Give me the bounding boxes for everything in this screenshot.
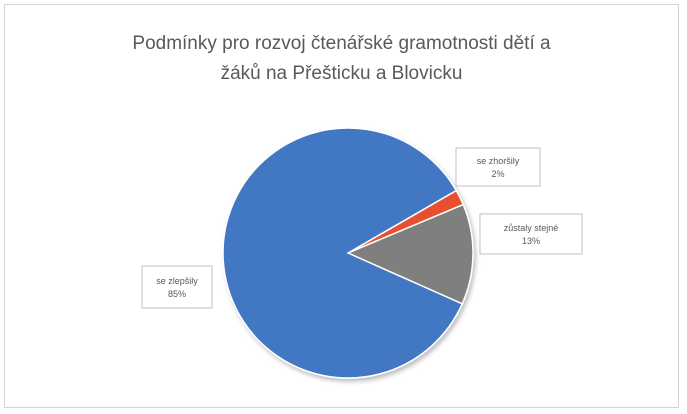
data-label-2: se zlepšily 85% (141, 265, 213, 309)
data-label-value-2: 85% (168, 289, 186, 299)
pie-slice-1 (346, 203, 474, 305)
pie-slice-2 (222, 127, 464, 379)
data-label-box-0 (455, 147, 541, 187)
chart-title-line-1: Podmínky pro rozvoj čtenářské gramotnost… (132, 33, 551, 54)
data-label-0: se zhoršily 2% (455, 147, 541, 187)
data-label-category-1: zůstaly stejné (504, 223, 559, 233)
data-label-value-0: 2% (491, 169, 504, 179)
chart-title: Podmínky pro rozvoj čtenářské gramotnost… (5, 29, 678, 89)
data-label-box-2 (141, 265, 213, 309)
data-labels: se zhoršily 2% zůstaly stejné 13% se zlepšil… (141, 147, 583, 309)
data-label-value-1: 13% (522, 236, 540, 246)
chart-title-line-2: žáků na Přešticku a Blovicku (220, 63, 463, 84)
data-label-box-1 (479, 213, 583, 255)
pie-slices (222, 127, 474, 379)
data-label-category-0: se zhoršily (477, 156, 520, 166)
data-label-category-2: se zlepšily (156, 276, 198, 286)
data-label-1: zůstaly stejné 13% (479, 213, 583, 255)
